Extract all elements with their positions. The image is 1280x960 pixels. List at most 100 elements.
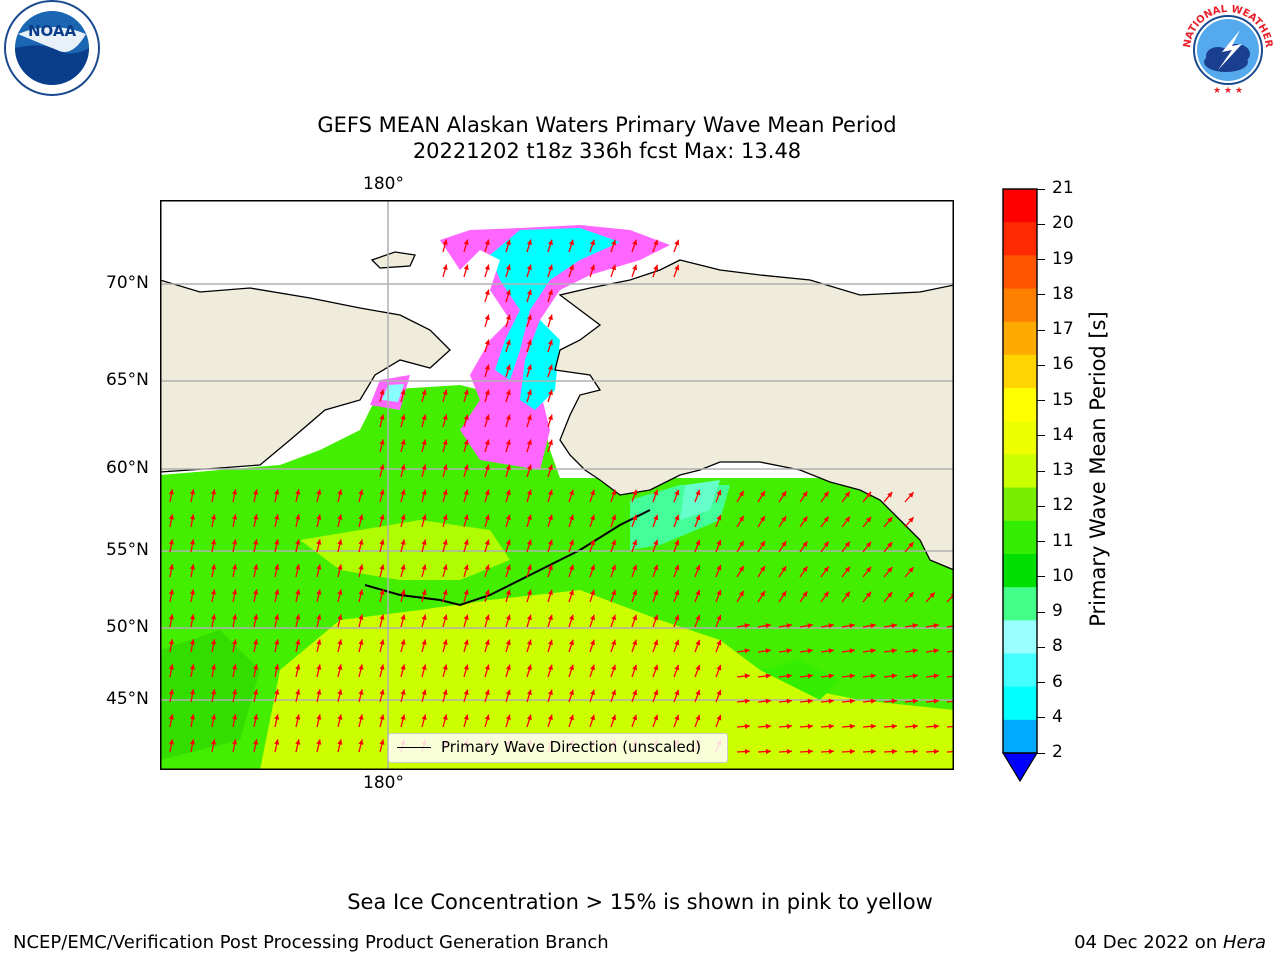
wave-arrow-head xyxy=(379,564,385,570)
wave-arrow-head xyxy=(442,539,448,545)
wave-arrow-head xyxy=(695,589,701,596)
wave-arrow-head xyxy=(210,539,217,545)
footer-host: Hera xyxy=(1222,932,1266,953)
wave-arrow-head xyxy=(505,439,511,446)
wave-arrow-head xyxy=(400,664,406,670)
wave-arrow-head xyxy=(760,591,765,597)
wave-arrow-head xyxy=(358,589,364,595)
wave-arrow-head xyxy=(400,614,406,620)
wave-arrow-head xyxy=(744,723,750,729)
wave-arrow-head xyxy=(400,639,406,645)
wave-arrow-head xyxy=(505,664,511,671)
wave-arrow-head xyxy=(695,714,701,721)
wave-arrow-head xyxy=(674,714,680,721)
colorbar-segment xyxy=(1003,189,1037,223)
nws-logo: NATIONAL WEATHER SERVICE ★ ★ ★ xyxy=(1178,0,1274,96)
wave-arrow-head xyxy=(316,489,322,495)
colorbar-tick-label: 6 xyxy=(1052,671,1063,692)
wave-arrow-head xyxy=(505,614,511,621)
wave-arrow-head xyxy=(765,748,771,755)
wave-arrow-head xyxy=(569,714,574,721)
colorbar-segment xyxy=(1003,354,1037,389)
wave-arrow-head xyxy=(786,748,792,755)
wave-arrow-head xyxy=(442,439,448,445)
wave-arrow-head xyxy=(760,516,765,522)
wave-arrow-head xyxy=(887,567,893,573)
lat-label-55: 55°N xyxy=(106,540,149,560)
wave-arrow-head xyxy=(295,739,301,745)
wave-arrow-head xyxy=(738,565,744,572)
wave-arrow-head xyxy=(526,339,532,346)
wave-arrow-head xyxy=(400,689,406,695)
colorbar-tick-label: 13 xyxy=(1052,460,1074,480)
wave-arrow-head xyxy=(653,239,659,246)
wave-arrow-head xyxy=(849,698,855,704)
wave-arrow-head xyxy=(505,464,511,471)
wave-arrow-head xyxy=(823,591,829,598)
wave-arrow-head xyxy=(168,589,174,595)
lon-label-top: 180° xyxy=(363,174,404,194)
wave-arrow-head xyxy=(807,723,813,729)
wave-arrow-head xyxy=(421,564,427,570)
wave-arrow-head xyxy=(421,514,427,520)
wave-arrow-head xyxy=(505,339,511,346)
wave-arrow-head xyxy=(632,639,638,646)
wave-arrow-head xyxy=(463,539,469,546)
wave-arrow-head xyxy=(526,439,532,446)
wave-arrow-head xyxy=(463,714,469,721)
wave-arrow-head xyxy=(358,689,364,695)
wave-arrow-head xyxy=(189,514,196,520)
wave-arrow-head xyxy=(253,589,259,595)
wave-arrow-head xyxy=(484,414,490,421)
wave-arrow-head xyxy=(590,589,596,596)
wave-arrow-head xyxy=(463,589,469,596)
wave-arrow-head xyxy=(765,698,771,704)
wave-arrow-head xyxy=(463,264,469,271)
graticule xyxy=(160,200,954,770)
wave-arrow-head xyxy=(653,614,659,621)
wave-arrow-head xyxy=(274,689,280,695)
wave-arrow-head xyxy=(274,564,280,570)
wave-arrow-head xyxy=(358,539,364,545)
wave-arrow-head xyxy=(870,723,876,729)
wave-arrow-head xyxy=(908,517,914,523)
wave-arrow-head xyxy=(547,564,553,571)
wave-arrow-head xyxy=(505,289,511,296)
wave-arrow-head xyxy=(786,723,792,729)
colorbar-segment xyxy=(1003,487,1037,522)
wave-arrow-head xyxy=(695,689,701,696)
wave-arrow-head xyxy=(716,564,722,571)
wave-arrow-head xyxy=(569,239,574,246)
wave-arrow-head xyxy=(891,748,897,755)
wave-arrow-head xyxy=(744,648,750,654)
wave-arrow-head xyxy=(674,639,680,646)
wave-arrow-head xyxy=(844,591,850,598)
wave-arrow-head xyxy=(590,639,596,646)
wave-arrow-head xyxy=(484,664,490,671)
wave-arrow-head xyxy=(716,539,722,546)
wave-arrow-head xyxy=(611,614,617,621)
colorbar-tick-mark xyxy=(1037,470,1045,472)
wave-arrow-head xyxy=(870,673,876,679)
wave-arrow-head xyxy=(912,673,918,679)
legend-label: Primary Wave Direction (unscaled) xyxy=(441,738,702,756)
wave-arrow-head xyxy=(526,614,532,621)
wave-arrow-head xyxy=(891,723,897,729)
wave-arrow-head xyxy=(828,648,834,654)
wave-arrow-head xyxy=(505,514,511,521)
wave-arrow-head xyxy=(611,664,617,671)
wave-arrow-head xyxy=(933,698,939,704)
colorbar-segment xyxy=(1003,587,1037,621)
wave-period-map xyxy=(160,200,954,770)
wave-arrow-head xyxy=(865,541,872,548)
wave-arrow-head xyxy=(484,589,490,596)
wave-arrow-head xyxy=(738,490,744,497)
footer-right: 04 Dec 2022 on Hera xyxy=(1074,932,1266,953)
wave-arrow-head xyxy=(765,623,771,629)
wave-arrow-head xyxy=(611,714,617,721)
wave-arrow-head xyxy=(526,589,532,596)
wave-arrow-head xyxy=(295,564,301,570)
wave-arrow-head xyxy=(526,239,532,246)
wave-arrow-head xyxy=(765,723,771,729)
wave-arrow-head xyxy=(253,739,259,745)
